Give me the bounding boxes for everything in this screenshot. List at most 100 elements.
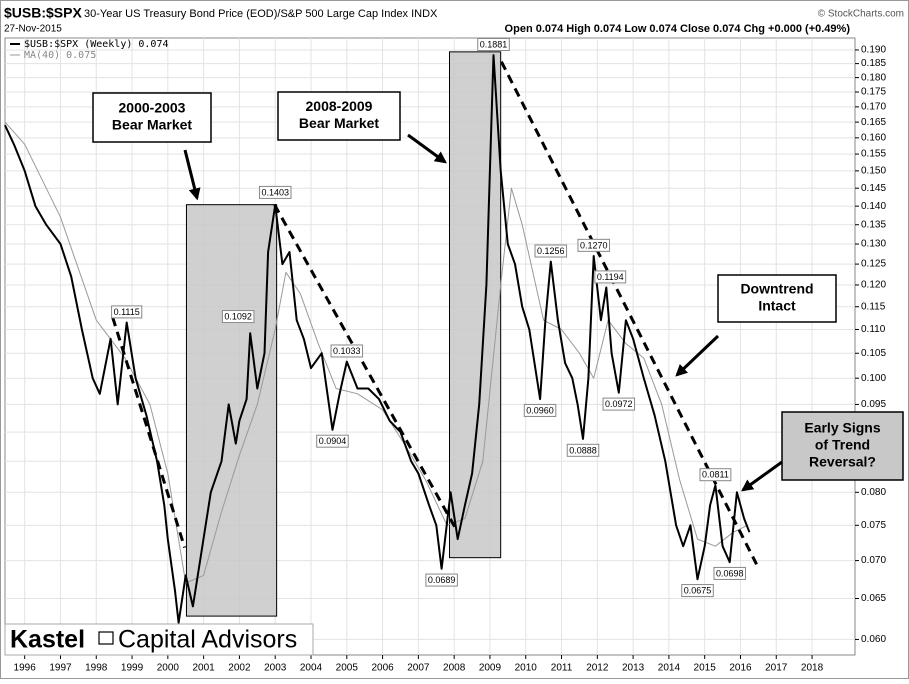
point-label-box bbox=[534, 244, 568, 258]
point-label-box bbox=[566, 443, 600, 457]
y-tick-label: 0.095 bbox=[861, 399, 886, 410]
point-label: 0.1256 bbox=[534, 244, 568, 258]
shaded-period bbox=[185, 204, 278, 617]
x-tick-label: 2000 bbox=[157, 663, 180, 674]
legend-label: MA(40) 0.075 bbox=[24, 50, 96, 61]
point-label: 0.1270 bbox=[577, 238, 611, 252]
source: © StockCharts.com bbox=[818, 9, 904, 20]
y-tick-label: 0.105 bbox=[861, 348, 886, 359]
legend-label: $USB:$SPX (Weekly) 0.074 bbox=[24, 39, 169, 50]
point-label: 0.0960 bbox=[523, 403, 557, 417]
callout-arrow bbox=[407, 133, 447, 164]
x-tick-label: 2015 bbox=[694, 663, 717, 674]
watermark-name: Capital Advisors bbox=[118, 626, 297, 654]
callout-text: Reversal? bbox=[809, 454, 876, 470]
x-tick-label: 2004 bbox=[300, 663, 323, 674]
callout-text: 2000-2003 bbox=[119, 100, 186, 116]
y-tick-label: 0.070 bbox=[861, 555, 886, 566]
x-tick-label: 2007 bbox=[407, 663, 430, 674]
x-tick-label: 2005 bbox=[336, 663, 359, 674]
point-label-box bbox=[425, 573, 458, 587]
point-label-text: 0.0698 bbox=[716, 568, 744, 578]
y-tick-label: 0.075 bbox=[861, 520, 886, 531]
callout-text: of Trend bbox=[815, 437, 870, 453]
callout-text: Early Signs bbox=[804, 420, 880, 436]
point-label-text: 0.1115 bbox=[114, 307, 140, 317]
x-tick-label: 1997 bbox=[49, 663, 72, 674]
y-tick-label: 0.155 bbox=[861, 149, 886, 160]
point-label: 0.0888 bbox=[566, 443, 600, 457]
point-label: 0.1194 bbox=[594, 270, 627, 284]
point-label-box bbox=[523, 403, 557, 417]
callout-text: Downtrend bbox=[740, 281, 813, 297]
y-tick-label: 0.160 bbox=[861, 132, 886, 143]
symbol: $USB:$SPX bbox=[4, 5, 82, 21]
callout-box bbox=[277, 91, 401, 141]
watermark-icon bbox=[98, 631, 114, 645]
point-label: 0.0972 bbox=[602, 397, 636, 411]
point-label-box bbox=[713, 566, 747, 580]
x-tick-label: 2002 bbox=[228, 663, 251, 674]
shaded-period bbox=[449, 51, 502, 559]
watermark-box bbox=[4, 623, 314, 656]
point-label-box bbox=[221, 310, 255, 324]
point-label-text: 0.0811 bbox=[702, 470, 729, 480]
x-tick-label: 2009 bbox=[479, 663, 502, 674]
point-label: 0.0689 bbox=[425, 573, 458, 587]
point-label-text: 0.0888 bbox=[569, 445, 597, 455]
point-label-box bbox=[111, 305, 143, 319]
point-label-text: 0.1403 bbox=[261, 187, 289, 197]
x-tick-label: 2016 bbox=[729, 663, 752, 674]
point-label-box bbox=[316, 434, 349, 448]
y-tick-label: 0.140 bbox=[861, 201, 886, 212]
y-tick-label: 0.125 bbox=[861, 259, 886, 270]
callout-arrow bbox=[741, 460, 783, 492]
x-tick-label: 2011 bbox=[551, 663, 573, 674]
callout-text: Intact bbox=[758, 298, 796, 314]
x-tick-label: 2013 bbox=[622, 663, 645, 674]
point-label-box bbox=[477, 37, 510, 51]
point-label-text: 0.1881 bbox=[480, 39, 508, 49]
point-label: 0.1092 bbox=[221, 310, 255, 324]
callout-text: 2008-2009 bbox=[306, 98, 373, 114]
x-tick-label: 2008 bbox=[443, 663, 466, 674]
y-tick-label: 0.175 bbox=[861, 87, 886, 98]
point-label: 0.0904 bbox=[316, 434, 349, 448]
x-tick-label: 1998 bbox=[85, 663, 108, 674]
callout-text: Bear Market bbox=[299, 115, 379, 131]
y-tick-label: 0.135 bbox=[861, 219, 886, 230]
x-tick-label: 2018 bbox=[801, 663, 824, 674]
point-label-box bbox=[330, 344, 364, 358]
date: 27-Nov-2015 bbox=[4, 24, 62, 35]
callout-text: Bear Market bbox=[112, 117, 192, 133]
point-label-box bbox=[594, 270, 627, 284]
x-tick-label: 2017 bbox=[765, 663, 788, 674]
point-label-box bbox=[699, 468, 732, 482]
y-tick-label: 0.170 bbox=[861, 101, 886, 112]
callout-box bbox=[781, 411, 904, 481]
x-tick-label: 2003 bbox=[264, 663, 287, 674]
point-label-text: 0.1256 bbox=[537, 246, 565, 256]
series-line bbox=[4, 121, 748, 584]
point-label: 0.1403 bbox=[258, 185, 292, 199]
y-tick-label: 0.130 bbox=[861, 239, 886, 250]
watermark-brand: Kastel bbox=[10, 626, 85, 654]
trend-line bbox=[111, 317, 187, 549]
point-label-text: 0.0689 bbox=[428, 575, 456, 585]
trend-line bbox=[273, 203, 459, 533]
y-tick-label: 0.060 bbox=[861, 634, 886, 645]
y-tick-label: 0.150 bbox=[861, 165, 886, 176]
callout-box bbox=[92, 92, 212, 143]
point-label-text: 0.1033 bbox=[333, 346, 361, 356]
x-tick-label: 1996 bbox=[14, 663, 37, 674]
y-tick-label: 0.165 bbox=[861, 117, 886, 128]
callout-box bbox=[717, 274, 837, 323]
point-label-text: 0.1194 bbox=[597, 272, 624, 282]
point-label: 0.0811 bbox=[699, 468, 732, 482]
point-label-text: 0.1092 bbox=[224, 312, 252, 322]
y-tick-label: 0.145 bbox=[861, 183, 886, 194]
point-label-box bbox=[258, 185, 292, 199]
callout-arrow bbox=[183, 149, 201, 201]
x-tick-label: 2001 bbox=[193, 663, 216, 674]
